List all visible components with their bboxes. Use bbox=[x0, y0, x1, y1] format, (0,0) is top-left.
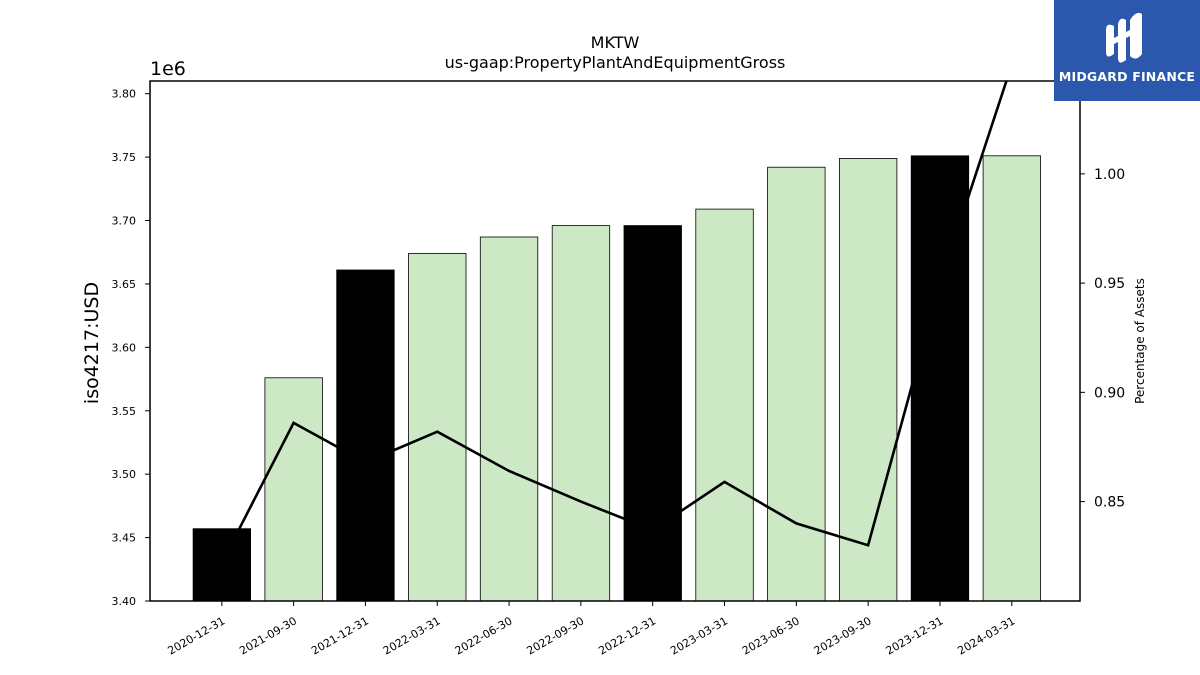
bar bbox=[551, 225, 611, 602]
bar bbox=[264, 377, 323, 602]
y-tick-label: 3.80 bbox=[112, 88, 137, 101]
y2-tick-label: 0.85 bbox=[1094, 495, 1125, 511]
x-tick-label: 2023-12-31 bbox=[884, 614, 946, 657]
y2-tick-label: 0.90 bbox=[1094, 385, 1125, 401]
bar bbox=[336, 269, 395, 602]
bars-group bbox=[192, 155, 1041, 602]
y2-tick-label: 0.95 bbox=[1094, 276, 1125, 292]
x-tick-label: 2021-12-31 bbox=[309, 614, 371, 657]
x-tick-label: 2022-12-31 bbox=[596, 614, 658, 657]
x-tick-label: 2023-03-31 bbox=[668, 614, 730, 657]
bar bbox=[910, 155, 970, 602]
y-axis-label: iso4217:USD bbox=[81, 282, 103, 404]
y-tick-label: 3.45 bbox=[112, 532, 137, 545]
y-tick-label: 3.55 bbox=[112, 405, 137, 418]
brand-logo: MIDGARD FINANCE bbox=[1054, 0, 1200, 101]
y-tick-label: 3.40 bbox=[112, 595, 137, 608]
bar bbox=[839, 157, 898, 602]
bar bbox=[479, 236, 539, 602]
logo-mark-icon bbox=[1106, 12, 1142, 63]
bar bbox=[408, 253, 467, 602]
bar bbox=[623, 225, 682, 602]
x-tick-label: 2022-06-30 bbox=[453, 614, 515, 657]
x-tick-label: 2020-12-31 bbox=[165, 614, 227, 657]
y-tick-label: 3.70 bbox=[112, 215, 137, 228]
plot-frame bbox=[149, 80, 1081, 602]
bar bbox=[192, 528, 252, 602]
chart-subtitle: us-gaap:PropertyPlantAndEquipmentGross bbox=[445, 53, 786, 72]
logo-text: MIDGARD FINANCE bbox=[1058, 69, 1196, 84]
y-tick-label: 3.50 bbox=[112, 468, 137, 481]
line-group bbox=[220, 81, 1008, 564]
bar bbox=[982, 155, 1041, 602]
y2-axis-label: Percentage of Assets bbox=[1133, 278, 1147, 404]
x-tick-label: 2023-09-30 bbox=[812, 614, 874, 657]
percentage-line bbox=[220, 81, 1008, 564]
x-tick-label: 2023-06-30 bbox=[740, 614, 802, 657]
x-tick-label: 2022-03-31 bbox=[381, 614, 443, 657]
x-tick-label: 2021-09-30 bbox=[237, 614, 299, 657]
chart-title: MKTW bbox=[591, 33, 640, 52]
y2-tick-label: 1.00 bbox=[1094, 167, 1125, 183]
y-tick-label: 3.75 bbox=[112, 151, 137, 164]
bar bbox=[767, 166, 826, 602]
x-tick-label: 2024-03-31 bbox=[955, 614, 1017, 657]
bar bbox=[695, 208, 754, 602]
y-tick-label: 3.60 bbox=[112, 341, 137, 354]
y-offset-label: 1e6 bbox=[150, 58, 186, 80]
x-tick-label: 2022-09-30 bbox=[525, 614, 587, 657]
axes-group: 3.40 3.45 3.50 3.55 3.60 3.65 3.70 3.75 3.80 0.85… bbox=[112, 80, 1125, 658]
y-tick-label: 3.65 bbox=[112, 278, 137, 291]
